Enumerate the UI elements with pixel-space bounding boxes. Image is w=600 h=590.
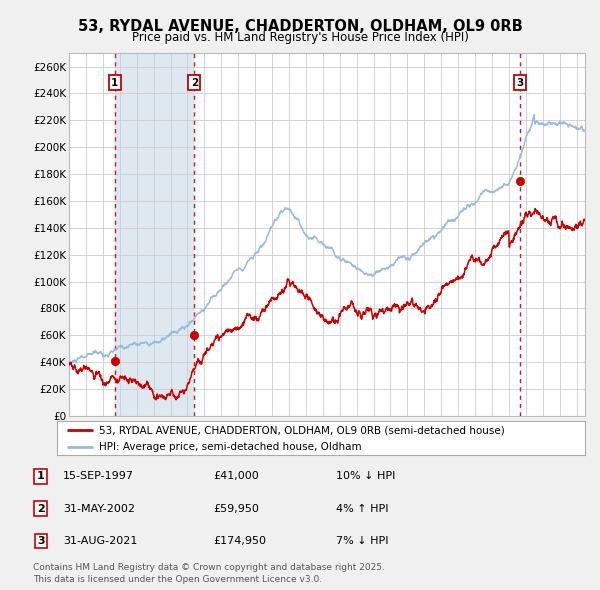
Text: 10% ↓ HPI: 10% ↓ HPI [336,471,395,481]
Text: 4% ↑ HPI: 4% ↑ HPI [336,504,389,513]
Text: £174,950: £174,950 [213,536,266,546]
Text: Contains HM Land Registry data © Crown copyright and database right 2025.
This d: Contains HM Land Registry data © Crown c… [33,563,385,584]
Text: HPI: Average price, semi-detached house, Oldham: HPI: Average price, semi-detached house,… [99,442,362,452]
Text: 53, RYDAL AVENUE, CHADDERTON, OLDHAM, OL9 0RB: 53, RYDAL AVENUE, CHADDERTON, OLDHAM, OL… [77,19,523,34]
Text: £41,000: £41,000 [213,471,259,481]
Text: 7% ↓ HPI: 7% ↓ HPI [336,536,389,546]
Text: 1: 1 [37,471,44,481]
Text: 31-AUG-2021: 31-AUG-2021 [63,536,137,546]
Text: Price paid vs. HM Land Registry's House Price Index (HPI): Price paid vs. HM Land Registry's House … [131,31,469,44]
Text: 53, RYDAL AVENUE, CHADDERTON, OLDHAM, OL9 0RB (semi-detached house): 53, RYDAL AVENUE, CHADDERTON, OLDHAM, OL… [99,425,505,435]
Text: 2: 2 [191,78,198,88]
Text: 3: 3 [37,536,44,546]
Text: 15-SEP-1997: 15-SEP-1997 [63,471,134,481]
Text: £59,950: £59,950 [213,504,259,513]
Text: 1: 1 [111,78,118,88]
Bar [115,53,194,416]
Text: 31-MAY-2002: 31-MAY-2002 [63,504,135,513]
Text: 3: 3 [517,78,524,88]
Text: 2: 2 [37,504,44,513]
